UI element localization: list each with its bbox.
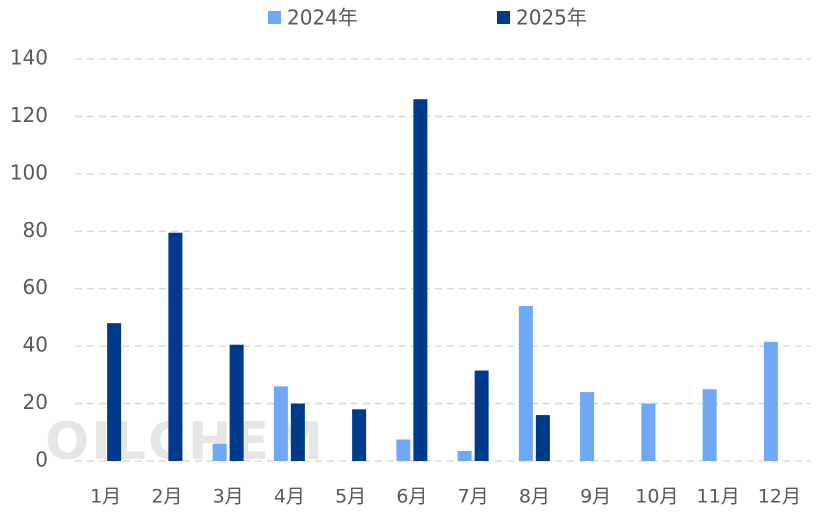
legend-label: 2025年 (516, 6, 587, 30)
x-tick-label: 3月 (213, 486, 244, 508)
bar (580, 392, 595, 461)
y-tick-label: 40 (23, 333, 48, 357)
y-tick-label: 20 (23, 390, 48, 414)
bar (641, 403, 656, 461)
legend-swatch (268, 11, 281, 24)
y-tick-label: 120 (10, 103, 48, 127)
bar (229, 344, 244, 461)
bar (518, 305, 533, 461)
x-tick-label: 4月 (274, 486, 305, 508)
legend-swatch (497, 11, 510, 24)
y-tick-label: 140 (10, 46, 48, 70)
bar (212, 443, 227, 461)
y-tick-label: 100 (10, 160, 48, 184)
bar (457, 450, 472, 461)
bar (535, 415, 550, 461)
x-tick-label: 12月 (758, 486, 801, 508)
bar (396, 439, 411, 461)
bar (290, 403, 305, 461)
x-tick-label: 5月 (335, 486, 366, 508)
x-tick-label: 10月 (635, 486, 678, 508)
legend-label: 2024年 (287, 6, 358, 30)
x-tick-label: 6月 (396, 486, 427, 508)
bar (273, 386, 288, 461)
bar (474, 370, 489, 461)
x-tick-label: 11月 (697, 486, 740, 508)
x-tick-label: 8月 (519, 486, 550, 508)
bar (168, 232, 183, 461)
x-tick-label: 2月 (151, 486, 182, 508)
x-tick-label: 7月 (458, 486, 489, 508)
bar (413, 99, 428, 461)
bar (763, 341, 778, 461)
bar (352, 409, 367, 461)
y-tick-label: 80 (23, 218, 48, 242)
x-tick-label: 1月 (90, 486, 121, 508)
bar (107, 323, 122, 461)
x-tick-label: 9月 (580, 486, 611, 508)
bar (702, 389, 717, 461)
y-tick-label: 0 (35, 448, 48, 472)
y-tick-label: 60 (23, 275, 48, 299)
